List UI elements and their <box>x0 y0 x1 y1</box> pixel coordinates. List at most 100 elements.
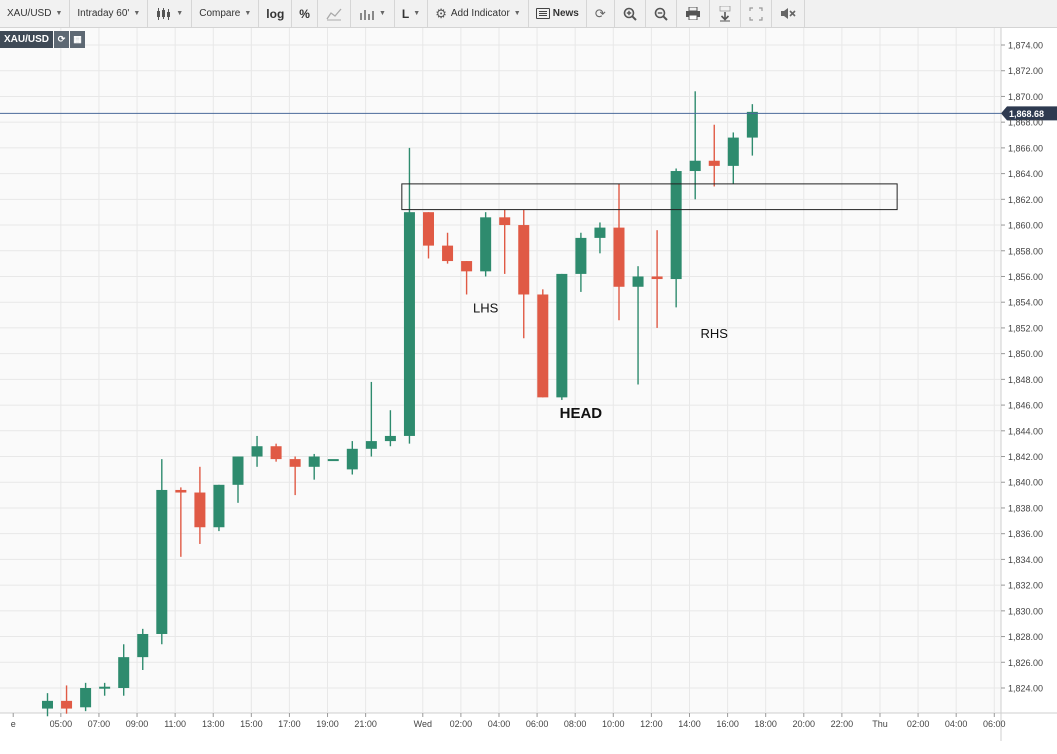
zoom-in-button[interactable] <box>615 0 646 27</box>
bullish-candle <box>556 273 568 400</box>
candle-body <box>632 276 644 287</box>
bullish-candle <box>632 266 644 385</box>
symbol-selector[interactable]: XAU/USD ▼ <box>0 0 71 27</box>
compare-label: Compare <box>199 8 241 19</box>
candle-body <box>365 441 377 449</box>
x-tick-label: 07:00 <box>88 719 111 729</box>
candlestick-type-button[interactable]: ▼ <box>148 0 193 27</box>
bearish-candle <box>613 183 625 321</box>
bearish-candle <box>518 209 530 339</box>
x-tick-label: 02:00 <box>907 719 930 729</box>
y-axis: 1,824.00 1,826.00 1,828.00 1,830.00 1,832.00… <box>1001 41 1043 694</box>
y-tick-label: 1,872.00 <box>1008 66 1043 76</box>
bullish-candle <box>480 212 492 277</box>
print-button[interactable] <box>677 0 710 27</box>
news-button[interactable]: News <box>529 0 587 27</box>
bullish-candle <box>594 222 606 254</box>
candle-body <box>213 484 225 528</box>
annotation-lhs: LHS <box>473 300 499 315</box>
y-tick-label: 1,866.00 <box>1008 143 1043 153</box>
y-tick-label: 1,828.00 <box>1008 632 1043 642</box>
last-price-tag-bg <box>1001 106 1057 121</box>
add-indicator-button[interactable]: ⚙ Add Indicator ▼ <box>428 0 529 27</box>
y-tick-label: 1,862.00 <box>1008 195 1043 205</box>
x-tick-label: 18:00 <box>754 719 777 729</box>
last-price-tag: 1,868.68 <box>1001 106 1057 121</box>
x-tick-label: 22:00 <box>831 719 854 729</box>
candle-body <box>575 237 587 274</box>
candle-body <box>480 217 492 272</box>
x-tick-label: 16:00 <box>716 719 739 729</box>
bearish-candle <box>194 466 206 544</box>
bullish-candle <box>575 232 587 292</box>
chevron-down-icon: ▼ <box>513 10 521 17</box>
bearish-candle <box>61 685 73 714</box>
fullscreen-button[interactable] <box>741 0 772 27</box>
x-tick-label: 15:00 <box>240 719 263 729</box>
annotation-head: HEAD <box>560 405 603 422</box>
zoom-out-button[interactable] <box>646 0 677 27</box>
x-tick-label: 11:00 <box>164 719 186 729</box>
line-type-label: L <box>401 6 410 21</box>
y-tick-label: 1,860.00 <box>1008 221 1043 231</box>
compare-button[interactable]: Compare ▼ <box>192 0 260 27</box>
candle-body <box>499 217 511 226</box>
x-tick-label: 04:00 <box>945 719 968 729</box>
x-tick-label: e <box>11 719 16 729</box>
x-tick-label: 14:00 <box>678 719 701 729</box>
newspaper-icon <box>535 8 550 19</box>
price-chart[interactable]: LHS HEAD RHS 1,868.68 1,824.00 1,826.00 1,828… <box>0 28 1057 754</box>
calendar-button[interactable]: ▦ <box>70 31 86 48</box>
y-tick-label: 1,842.00 <box>1008 452 1043 462</box>
candle-body <box>461 261 473 272</box>
calendar-icon: ▦ <box>73 34 82 44</box>
percent-scale-button[interactable]: % <box>292 0 318 27</box>
chevron-down-icon: ▼ <box>244 10 252 17</box>
candle-body <box>61 700 73 709</box>
percent-label: % <box>299 6 310 21</box>
x-tick-label: 21:00 <box>354 719 377 729</box>
log-scale-button[interactable]: log <box>259 0 293 27</box>
volume-button[interactable]: ▼ <box>351 0 395 27</box>
candle-body <box>327 459 339 462</box>
bearish-candle <box>651 230 663 328</box>
bullish-candle <box>384 410 396 447</box>
candle-body <box>251 446 263 457</box>
x-tick-label: 06:00 <box>983 719 1006 729</box>
add-indicator-icon: ⚙ <box>435 5 447 21</box>
candle-body <box>346 448 358 470</box>
x-tick-label: 17:00 <box>278 719 301 729</box>
interval-selector[interactable]: Intraday 60' ▼ <box>70 0 149 27</box>
bearish-candle <box>423 212 434 259</box>
annotation-rhs: RHS <box>701 326 729 341</box>
line-type-button[interactable]: L ▼ <box>395 0 429 27</box>
symbol-tag: XAU/USD ⟳ ▦ <box>0 31 86 48</box>
candle-body <box>80 688 92 708</box>
log-label: log <box>266 6 285 21</box>
y-tick-label: 1,850.00 <box>1008 349 1043 359</box>
x-tick-label: 13:00 <box>202 719 225 729</box>
reload-chart-button[interactable]: ⟳ <box>54 31 70 48</box>
candle-body <box>118 657 130 688</box>
y-tick-label: 1,870.00 <box>1008 92 1043 102</box>
download-png-button[interactable] <box>710 0 741 27</box>
bullish-candle <box>346 441 358 475</box>
refresh-button[interactable]: ⟳ <box>587 0 615 27</box>
y-tick-label: 1,824.00 <box>1008 684 1043 694</box>
x-tick-label: 02:00 <box>450 719 473 729</box>
candle-body <box>137 633 149 658</box>
y-tick-label: 1,848.00 <box>1008 375 1043 385</box>
drawing-tools-button[interactable] <box>318 0 351 27</box>
refresh-icon: ⟳ <box>57 34 66 44</box>
candle-body <box>194 492 206 528</box>
y-tick-label: 1,826.00 <box>1008 658 1043 668</box>
mute-button[interactable] <box>772 0 805 27</box>
candle-body <box>518 225 530 295</box>
x-tick-label: 08:00 <box>564 719 587 729</box>
y-tick-label: 1,830.00 <box>1008 606 1043 616</box>
toolbar: XAU/USD ▼ Intraday 60' ▼ ▼ Compare ▼ log… <box>0 0 1057 28</box>
bearish-candle <box>442 232 454 264</box>
y-tick-label: 1,868.00 <box>1008 118 1043 128</box>
zoom-in-icon <box>623 7 637 21</box>
line-chart-icon <box>326 8 342 20</box>
